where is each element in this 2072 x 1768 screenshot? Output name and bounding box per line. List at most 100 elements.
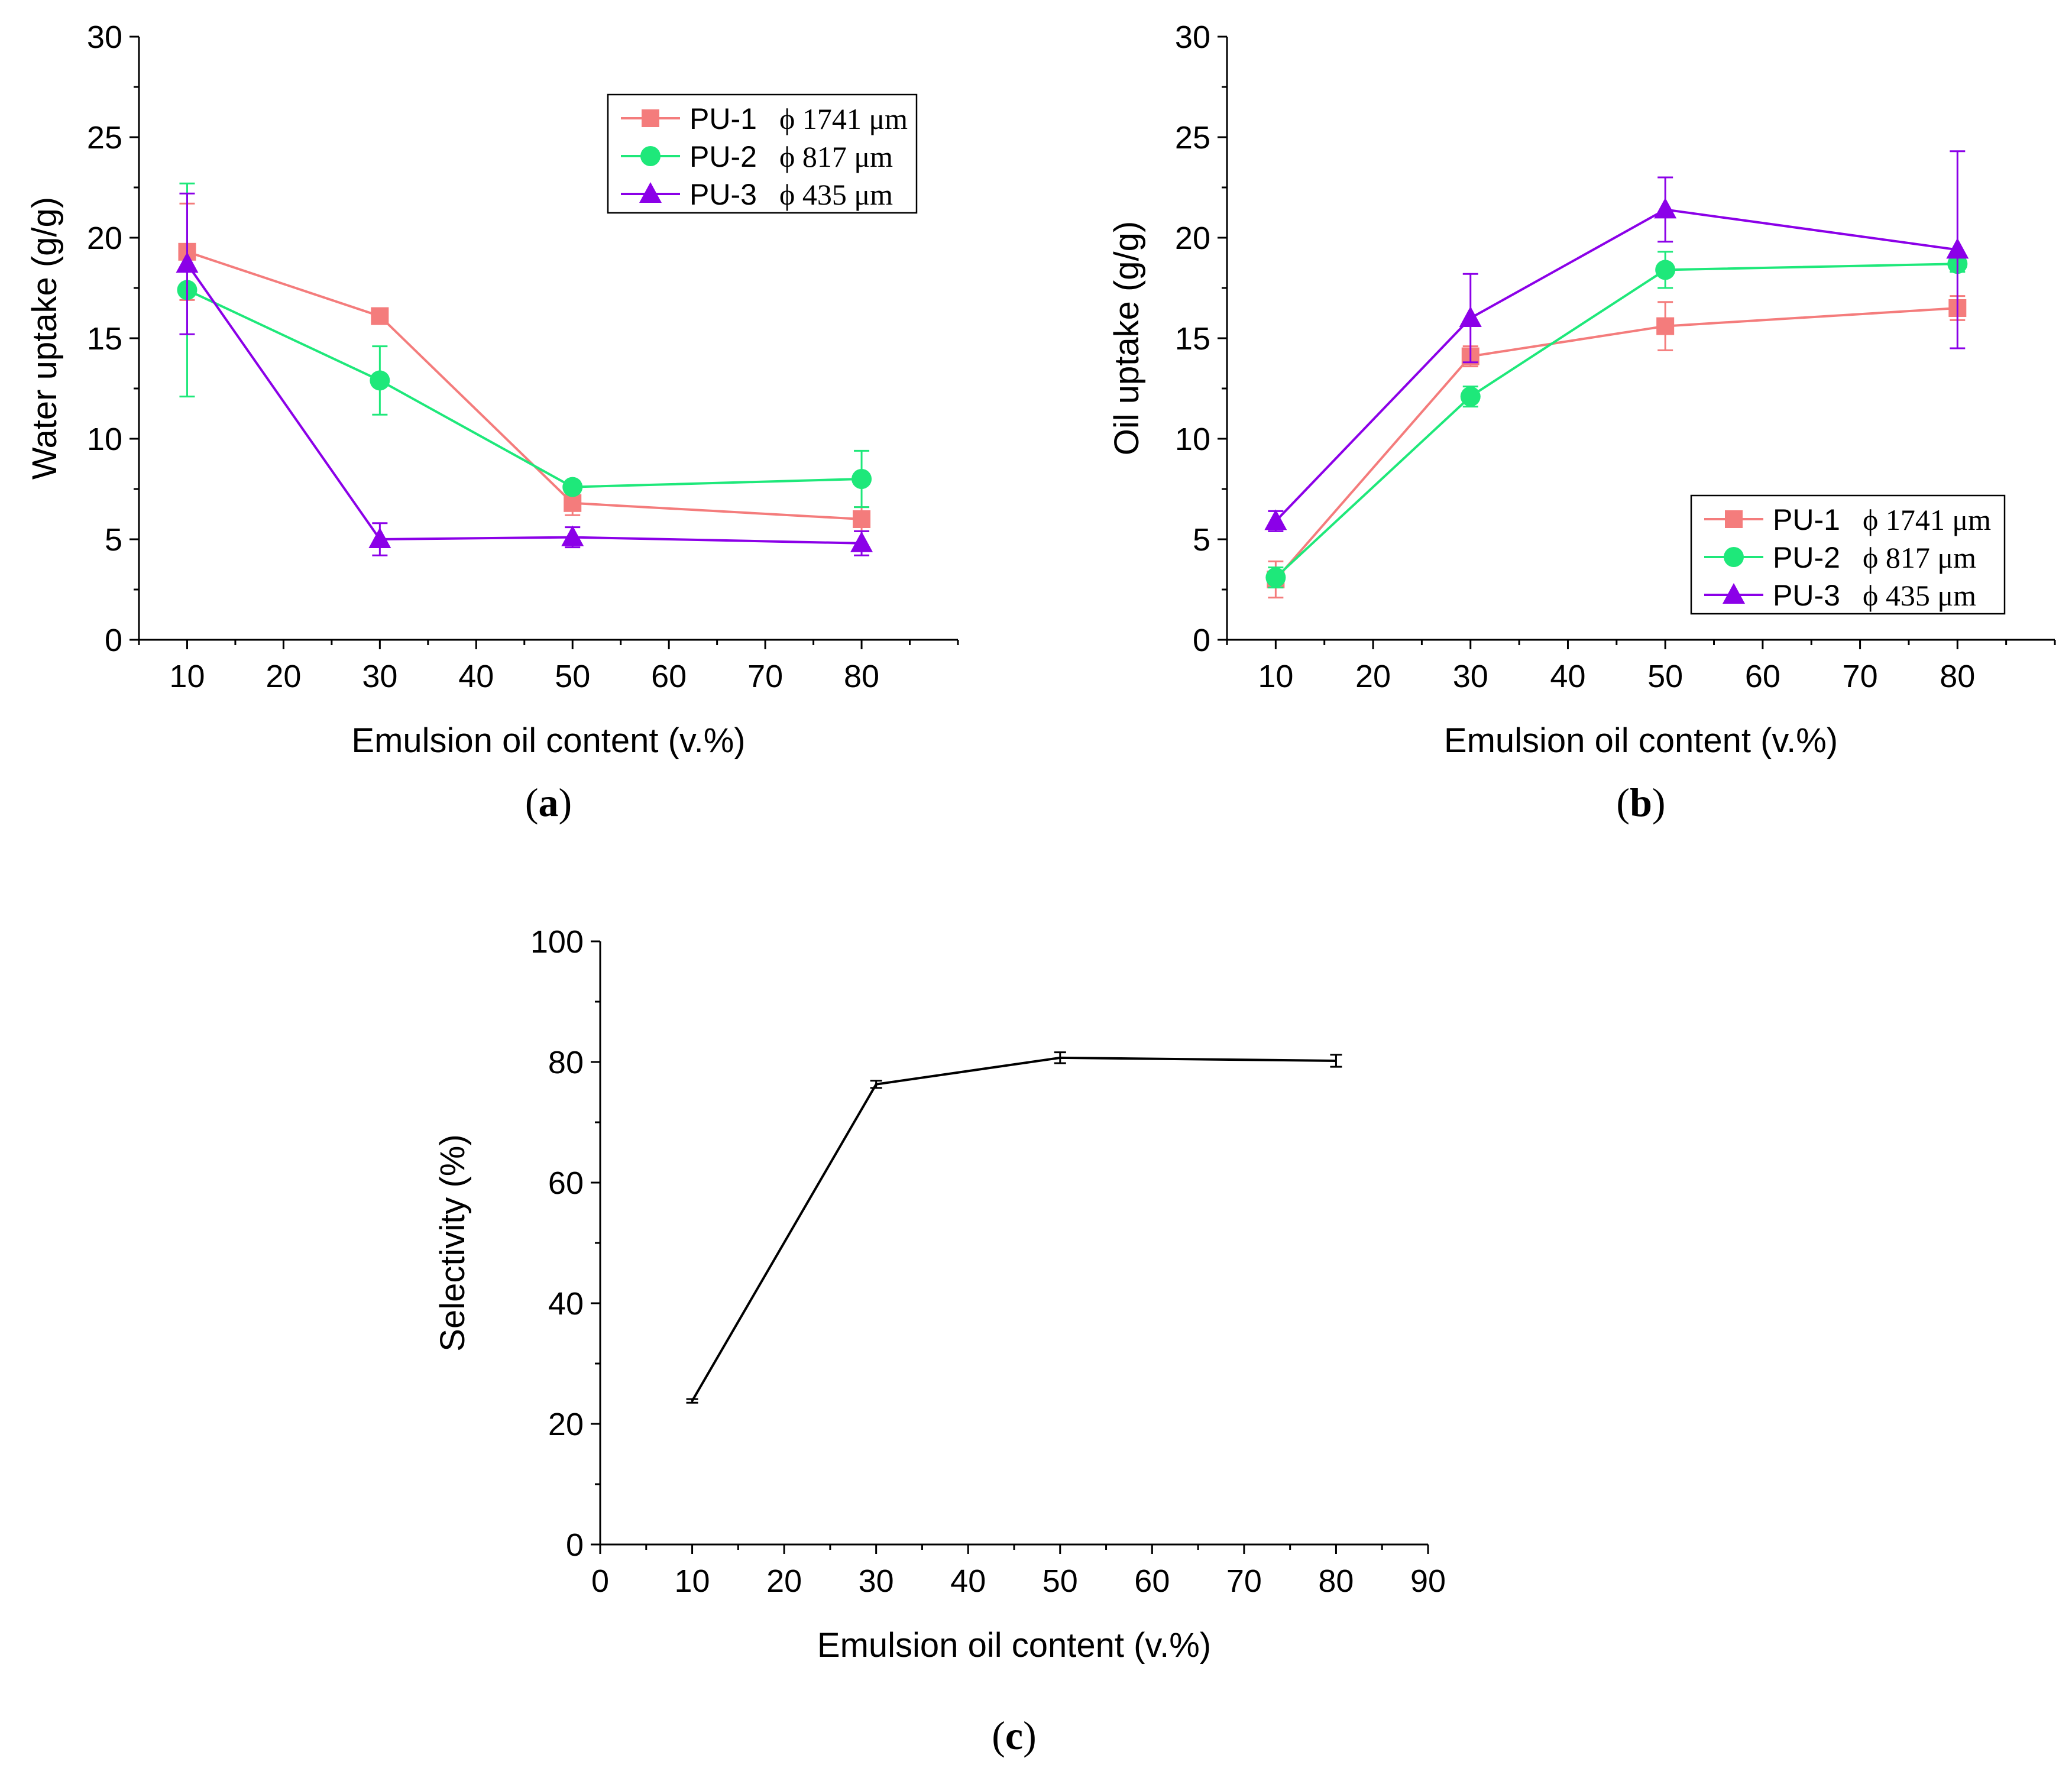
x-tick-label: 70 bbox=[1226, 1563, 1262, 1599]
legend: PU-1 ϕ 1741 μm PU-2 ϕ 817 μm PU-3 ϕ 435 μm bbox=[607, 93, 918, 214]
legend-item-pu-2: PU-2 ϕ 817 μm bbox=[1704, 541, 1976, 574]
x-tick-label: 10 bbox=[1258, 659, 1293, 694]
x-tick-label: 20 bbox=[1355, 659, 1391, 694]
x-tick-label: 60 bbox=[1745, 659, 1780, 694]
y-tick-label: 20 bbox=[548, 1407, 584, 1442]
series-selectivity bbox=[686, 1051, 1342, 1404]
x-tick-label: 40 bbox=[950, 1563, 986, 1599]
panel-label: (c) bbox=[992, 1713, 1037, 1758]
panel-label-open: ( bbox=[1616, 780, 1630, 825]
legend-series-name: PU-1 bbox=[1773, 503, 1840, 536]
data-point-circle bbox=[1460, 386, 1481, 407]
y-tick-label: 20 bbox=[87, 221, 122, 256]
panel-label-open: ( bbox=[525, 780, 539, 825]
series-pu-3 bbox=[176, 192, 873, 556]
legend-item-pu-3: PU-3 ϕ 435 μm bbox=[1704, 579, 1976, 612]
x-tick-label: 50 bbox=[1647, 659, 1683, 694]
x-tick-label: 0 bbox=[591, 1563, 609, 1599]
legend-series-diameter: ϕ 817 μm bbox=[779, 140, 893, 173]
series-line bbox=[186, 289, 862, 488]
legend-item-pu-3: PU-3 ϕ 435 μm bbox=[621, 178, 893, 211]
series-pu-2 bbox=[177, 182, 872, 509]
y-tick-label: 30 bbox=[1175, 20, 1210, 55]
legend-marker-triangle bbox=[639, 182, 662, 203]
x-tick-label: 70 bbox=[1843, 659, 1878, 694]
data-point-triangle bbox=[1264, 509, 1287, 530]
y-axis-label: Water uptake (g/g) bbox=[25, 197, 64, 480]
legend-series-diameter: ϕ 817 μm bbox=[1863, 541, 1976, 574]
x-tick-label: 90 bbox=[1410, 1563, 1446, 1599]
legend-item-pu-1: PU-1 ϕ 1741 μm bbox=[621, 102, 908, 135]
y-tick-label: 40 bbox=[548, 1286, 584, 1322]
series-pu-2 bbox=[1265, 251, 1968, 589]
x-tick-label: 80 bbox=[1940, 659, 1975, 694]
x-tick-label: 70 bbox=[747, 659, 783, 694]
x-tick-label: 50 bbox=[1043, 1563, 1078, 1599]
legend: PU-1 ϕ 1741 μm PU-2 ϕ 817 μm PU-3 ϕ 435 μm bbox=[1690, 494, 2006, 615]
y-tick-label: 0 bbox=[1193, 623, 1210, 658]
y-tick-label: 0 bbox=[105, 623, 122, 658]
x-tick-label: 80 bbox=[844, 659, 879, 694]
data-point-circle bbox=[1265, 567, 1286, 588]
series-line bbox=[1274, 208, 1958, 522]
y-axis-label: Oil uptake (g/g) bbox=[1108, 221, 1146, 456]
panel-label-close: ) bbox=[1023, 1713, 1037, 1758]
series-line bbox=[691, 1056, 1336, 1402]
series-line bbox=[186, 263, 862, 545]
series-line bbox=[1274, 307, 1958, 581]
legend-series-name: PU-2 bbox=[1773, 541, 1840, 574]
x-axis-label: Emulsion oil content (v.%) bbox=[817, 1626, 1211, 1665]
y-tick-label: 20 bbox=[1175, 221, 1210, 256]
data-point-circle bbox=[562, 477, 583, 497]
data-point-triangle bbox=[561, 525, 584, 546]
panel-label-close: ) bbox=[1652, 780, 1666, 825]
legend-marker-circle bbox=[640, 146, 661, 166]
data-point-triangle bbox=[176, 252, 199, 273]
y-tick-label: 80 bbox=[548, 1045, 584, 1080]
y-tick-label: 60 bbox=[548, 1165, 584, 1201]
series-line bbox=[1274, 263, 1958, 579]
legend-marker-circle bbox=[1724, 547, 1744, 567]
x-tick-label: 20 bbox=[266, 659, 301, 694]
data-point-square bbox=[371, 307, 389, 325]
legend-series-diameter: ϕ 1741 μm bbox=[1863, 503, 1991, 536]
y-tick-label: 30 bbox=[87, 20, 122, 55]
legend-series-name: PU-3 bbox=[1773, 579, 1840, 612]
legend-series-diameter: ϕ 435 μm bbox=[779, 178, 893, 211]
data-point-circle bbox=[852, 469, 872, 489]
data-point-square bbox=[853, 510, 871, 528]
y-tick-label: 0 bbox=[566, 1527, 584, 1563]
legend-series-name: PU-1 bbox=[689, 102, 757, 135]
y-tick-label: 15 bbox=[87, 321, 122, 357]
data-point-triangle bbox=[1654, 197, 1677, 219]
x-tick-label: 10 bbox=[675, 1563, 710, 1599]
data-point-triangle bbox=[368, 527, 391, 548]
x-tick-label: 60 bbox=[651, 659, 687, 694]
x-axis-label: Emulsion oil content (v.%) bbox=[351, 721, 745, 760]
x-tick-label: 40 bbox=[458, 659, 494, 694]
x-tick-label: 80 bbox=[1318, 1563, 1354, 1599]
x-tick-label: 60 bbox=[1134, 1563, 1170, 1599]
y-tick-label: 5 bbox=[105, 522, 122, 558]
legend-marker-square bbox=[1725, 510, 1743, 528]
data-point-circle bbox=[370, 370, 390, 391]
panel-label-letter: b bbox=[1630, 780, 1652, 825]
y-tick-label: 25 bbox=[1175, 120, 1210, 156]
x-tick-label: 30 bbox=[1453, 659, 1488, 694]
series-line bbox=[186, 250, 862, 520]
data-point-square bbox=[1656, 317, 1675, 335]
panel-label: (b) bbox=[1616, 780, 1665, 825]
panel-label-open: ( bbox=[992, 1713, 1005, 1758]
y-tick-label: 25 bbox=[87, 120, 122, 156]
x-axis-label: Emulsion oil content (v.%) bbox=[1444, 721, 1838, 760]
panel-label: (a) bbox=[525, 780, 572, 825]
x-tick-label: 20 bbox=[766, 1563, 802, 1599]
legend-marker-triangle bbox=[1723, 583, 1745, 604]
legend-series-name: PU-2 bbox=[689, 140, 757, 173]
panel-label-letter: c bbox=[1005, 1713, 1023, 1758]
data-point-square bbox=[564, 494, 582, 512]
y-tick-label: 15 bbox=[1175, 321, 1210, 357]
x-tick-label: 40 bbox=[1550, 659, 1585, 694]
y-axis-label: Selectivity (%) bbox=[433, 1134, 472, 1351]
